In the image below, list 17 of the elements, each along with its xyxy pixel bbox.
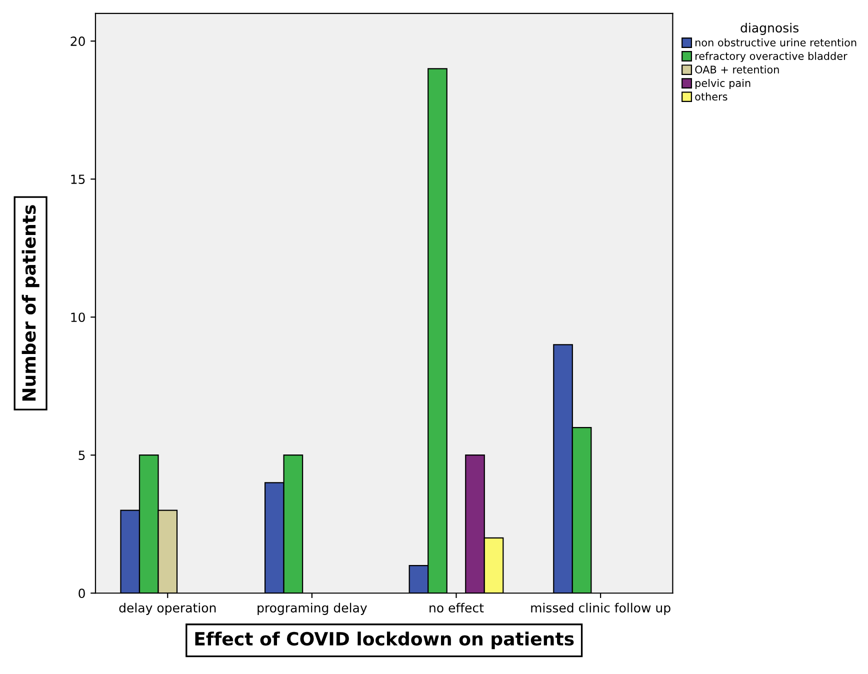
legend-label: pelvic pain bbox=[696, 78, 750, 90]
legend-title: diagnosis bbox=[740, 22, 798, 35]
legend-label: others bbox=[695, 92, 728, 101]
y-tick-label: 10 bbox=[71, 312, 85, 322]
y-tick-label: 5 bbox=[78, 450, 85, 460]
x-axis-title: Effect of COVID lockdown on patients bbox=[195, 632, 574, 650]
y-tick-label: 0 bbox=[78, 588, 85, 598]
legend-label: non obstructive urine retention bbox=[696, 38, 856, 46]
y-axis-title: Number of patients bbox=[22, 205, 40, 401]
x-tick-label: missed clinic follow up bbox=[531, 602, 670, 615]
y-tick-label: 15 bbox=[71, 174, 85, 184]
legend-label: OAB + retention bbox=[695, 65, 779, 74]
x-tick-label: delay operation bbox=[119, 602, 216, 615]
x-tick-label: no effect bbox=[430, 602, 484, 613]
x-tick-label: programing delay bbox=[258, 602, 367, 615]
legend-label: refractory overactive bladder bbox=[696, 52, 848, 62]
y-tick-label: 20 bbox=[70, 36, 85, 46]
